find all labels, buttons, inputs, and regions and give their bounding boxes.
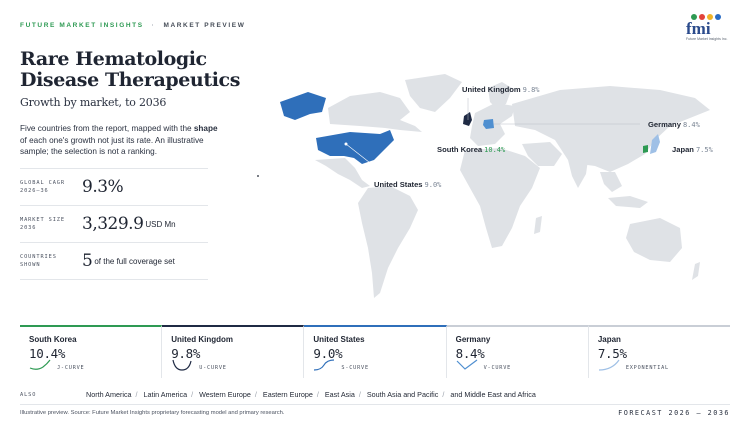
logo-dot	[715, 14, 721, 20]
also-regions-list: North America / Latin America / Western Eu…	[86, 390, 536, 399]
also-regions-row: ALSO North America / Latin America / Weste…	[20, 390, 730, 399]
us-shape	[316, 130, 394, 164]
japan-marker	[653, 142, 657, 146]
description: Five countries from the report, mapped w…	[20, 124, 218, 156]
page-title: Rare Hematologic Disease Therapeutics	[20, 48, 241, 91]
card-value: 8.4%	[455, 346, 485, 361]
u-curve-icon	[172, 359, 192, 371]
madagascar-shape	[534, 216, 542, 234]
exponential-curve-icon	[598, 359, 620, 371]
v-curve-icon	[456, 359, 477, 370]
region-item: and Middle East and Africa	[450, 390, 536, 399]
region-item: Eastern Europe	[262, 390, 313, 399]
australia-shape	[626, 218, 682, 262]
stats-panel: GLOBAL CAGR 2026–36 9.3% MARKET SIZE 2036 …	[20, 168, 208, 280]
card-japan: Japan 7.5% EXPONENTIAL	[588, 325, 731, 378]
stat-label: COUNTRIES SHOWN	[20, 254, 57, 268]
stat-label: GLOBAL CAGR 2026–36	[20, 180, 65, 194]
scandinavia-shape	[488, 82, 512, 108]
world-map: United Kingdom 9.8% Germany 8.4% South Kor…	[250, 68, 740, 318]
land-masses	[315, 74, 710, 298]
card-country: Japan	[597, 335, 621, 344]
logo-dot	[691, 14, 697, 20]
page-subtitle: Growth by market, to 2036	[20, 96, 167, 109]
stat-value: 3,329.9	[82, 214, 144, 234]
logo-tagline: Future Market Insights Inc.	[686, 37, 728, 41]
card-value: 9.0%	[313, 346, 343, 361]
germany-shape	[483, 119, 494, 129]
country-cards: South Korea 10.4% J-CURVE United Kingdom…	[20, 325, 731, 378]
card-value: 9.8%	[171, 346, 201, 361]
card-curve-type: J-CURVE	[57, 365, 85, 371]
canada-shape	[328, 92, 422, 132]
forecast-period: FORECAST 2026 – 2036	[618, 409, 730, 417]
card-curve-type: S-CURVE	[341, 365, 369, 371]
new-zealand-shape	[692, 262, 700, 280]
stat-unit: USD Mn	[145, 219, 176, 229]
map-label-uk: United Kingdom 9.8%	[462, 85, 540, 94]
region-item: South Asia and Pacific	[366, 390, 439, 399]
card-germany: Germany 8.4% V-CURVE	[446, 325, 589, 378]
card-value: 10.4%	[29, 346, 66, 361]
world-map-svg	[257, 74, 710, 298]
stat-market-size: MARKET SIZE 2036 3,329.9 USD Mn	[20, 206, 208, 243]
india-shape	[568, 160, 588, 188]
stat-value: 9.3%	[82, 177, 124, 197]
greenland-shape	[405, 74, 462, 112]
south-america-shape	[358, 186, 418, 298]
also-label: ALSO	[20, 391, 37, 398]
stat-label: MARKET SIZE 2036	[20, 217, 65, 231]
card-curve-type: V-CURVE	[483, 365, 512, 371]
description-emphasis: shape	[193, 124, 218, 133]
alaska-shape	[280, 92, 326, 120]
card-curve-type: EXPONENTIAL	[625, 365, 669, 371]
mexico-shape	[315, 158, 370, 188]
us-leader-line	[345, 143, 375, 167]
j-curve-icon	[29, 359, 51, 370]
map-label-us: United States 9.0%	[374, 180, 442, 189]
card-curve-type: U-CURVE	[199, 365, 227, 371]
region-item: East Asia	[324, 390, 355, 399]
logo-dot	[707, 14, 713, 20]
card-country: United States	[313, 335, 365, 344]
footer-divider	[20, 404, 730, 405]
region-item: Western Europe	[199, 390, 251, 399]
fmi-logo: fmi Future Market Insights Inc.	[686, 14, 732, 44]
map-label-japan: Japan 7.5%	[672, 145, 713, 154]
stat-global-cagr: GLOBAL CAGR 2026–36 9.3%	[20, 169, 208, 206]
card-value: 7.5%	[597, 346, 627, 361]
stat-unit: of the full coverage set	[94, 256, 175, 266]
card-south-korea: South Korea 10.4% J-CURVE	[20, 325, 163, 378]
asia-shape	[512, 86, 710, 172]
logo-dot	[699, 14, 705, 20]
s-curve-icon	[314, 359, 335, 371]
stat-value: 5	[82, 251, 93, 271]
small-dot	[257, 175, 259, 177]
indonesia-shape	[608, 196, 648, 208]
logo-word: fmi	[686, 19, 711, 38]
region-item: North America	[86, 390, 132, 399]
africa-shape	[460, 148, 540, 248]
card-united-states: United States 9.0% S-CURVE	[304, 325, 447, 378]
source-note: Illustrative preview. Source: Future Mar…	[20, 410, 285, 416]
korea-marker	[643, 147, 647, 151]
stat-countries-shown: COUNTRIES SHOWN 5 of the full coverage se…	[20, 243, 208, 280]
card-country: Germany	[455, 335, 491, 344]
middle-east-shape	[522, 142, 562, 166]
map-label-south-korea: South Korea 10.4%	[437, 145, 506, 154]
preview-label: MARKET PREVIEW	[163, 22, 246, 29]
region-item: Latin America	[143, 390, 188, 399]
southeast-asia-shape	[600, 172, 622, 192]
logo-dots	[691, 14, 732, 20]
card-country: South Korea	[29, 335, 77, 344]
brand-name: FUTURE MARKET INSIGHTS	[20, 22, 144, 29]
header-separator: ·	[151, 22, 156, 29]
card-united-kingdom: United Kingdom 9.8% U-CURVE	[162, 325, 305, 378]
top-bar: FUTURE MARKET INSIGHTS · MARKET PREVIEW	[20, 22, 245, 29]
card-country: United Kingdom	[171, 335, 233, 344]
map-label-germany: Germany 8.4%	[648, 120, 700, 129]
